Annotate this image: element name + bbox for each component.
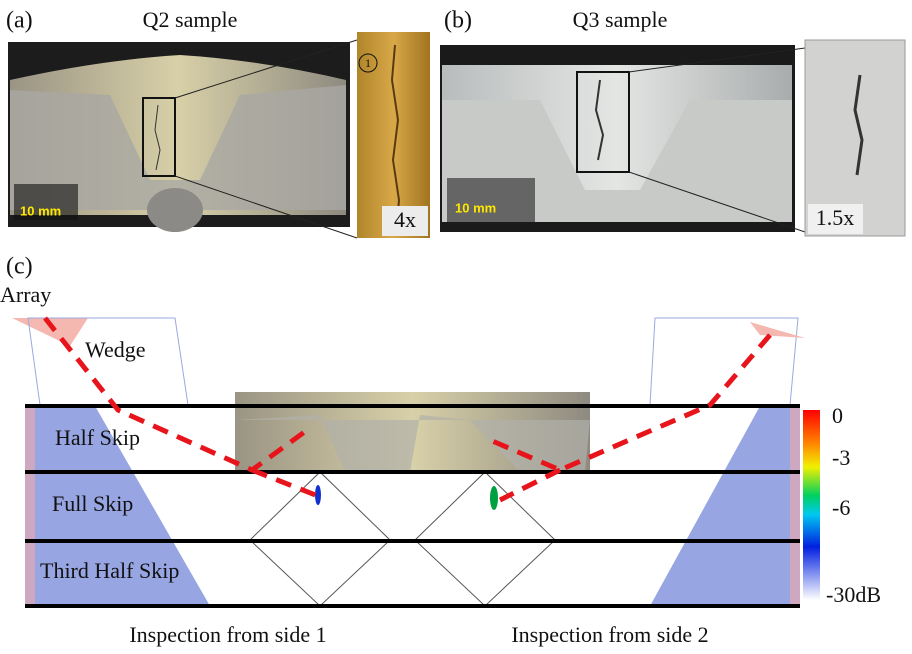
figure: (a) Q2 sample 10 mm 1 4x (b) Q3 sample 1… xyxy=(0,0,912,654)
panel-title: Q3 sample xyxy=(573,7,668,32)
zoom-marker: 1 xyxy=(365,56,371,70)
caption: Inspection from side 2 xyxy=(511,622,708,647)
wedge-label: Wedge xyxy=(85,337,146,362)
scale-label: 10 mm xyxy=(20,203,61,218)
ruler xyxy=(25,406,35,606)
ruler xyxy=(790,406,800,606)
zone-label: Third Half Skip xyxy=(40,558,179,583)
array-label: Array xyxy=(0,282,51,307)
zone-label: Half Skip xyxy=(55,425,140,450)
indication xyxy=(315,485,321,505)
panel-label: (a) xyxy=(6,8,33,34)
panel-label: (c) xyxy=(6,254,33,280)
magnification: 4x xyxy=(394,207,416,232)
indication xyxy=(490,486,498,510)
colorbar-label: -6 xyxy=(832,495,850,520)
colorbar xyxy=(803,410,820,600)
scale-label: 10 mm xyxy=(455,200,496,215)
magnification: 1.5x xyxy=(816,205,855,230)
zone-label: Full Skip xyxy=(52,491,133,516)
colorbar-label: 0 xyxy=(832,403,843,428)
caption: Inspection from side 1 xyxy=(129,622,326,647)
panel-label: (b) xyxy=(444,8,472,34)
root xyxy=(147,188,203,232)
colorbar-label: -3 xyxy=(832,445,850,470)
colorbar-label: -30dB xyxy=(826,582,881,607)
panel-title: Q2 sample xyxy=(143,7,238,32)
